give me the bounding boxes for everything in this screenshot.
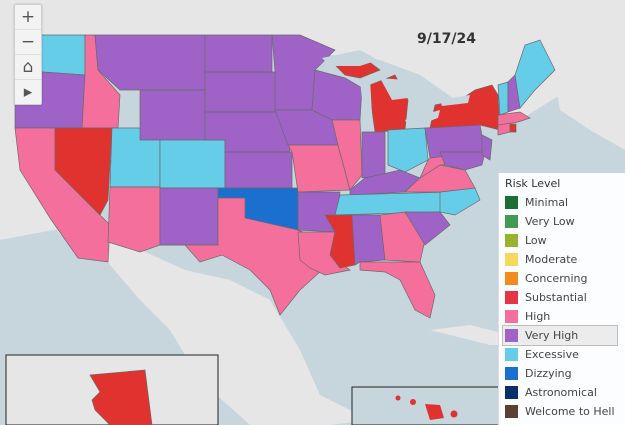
state-wyoming[interactable] [139, 89, 206, 141]
state-wisconsin[interactable] [311, 69, 363, 121]
legend-swatch [505, 291, 518, 304]
legend-swatch [505, 215, 518, 228]
legend-swatch [505, 272, 518, 285]
legend-swatch [505, 253, 518, 266]
legend-item[interactable]: Very High [502, 325, 618, 346]
legend-swatch [505, 329, 518, 342]
legend-label: Concerning [525, 272, 588, 285]
legend-title: Risk Level [505, 177, 561, 190]
lake-michigan [360, 78, 372, 118]
state-missouri[interactable] [287, 144, 351, 193]
lake-ontario [440, 95, 470, 106]
state-kansas[interactable] [224, 151, 293, 189]
legend-swatch [505, 310, 518, 323]
legend-label: Dizzying [525, 367, 572, 380]
west-land [0, 35, 80, 240]
legend-item[interactable]: Welcome to Hell [505, 402, 625, 421]
legend-item[interactable]: Astronomical [505, 383, 625, 402]
legend-swatch [505, 348, 518, 361]
legend-item[interactable]: Excessive [505, 345, 625, 364]
state-alabama[interactable] [351, 214, 386, 266]
legend-swatch [505, 367, 518, 380]
canada-east-land [540, 0, 625, 150]
legend-label: Substantial [525, 291, 587, 304]
legend-label: Minimal [525, 196, 569, 209]
state-indiana[interactable] [361, 131, 386, 179]
state-north-carolina[interactable] [439, 187, 481, 216]
legend-label: Welcome to Hell [525, 405, 615, 418]
state-nevada[interactable] [54, 127, 113, 216]
state-illinois[interactable] [331, 119, 363, 191]
lake-superior [322, 50, 378, 66]
state-montana[interactable] [94, 34, 206, 91]
state-maryland[interactable] [439, 151, 486, 171]
state-washington[interactable] [39, 34, 86, 76]
state-arizona[interactable] [107, 186, 161, 253]
legend-label: Moderate [525, 253, 578, 266]
map-date: 9/17/24 [417, 31, 476, 47]
state-tennessee[interactable] [334, 191, 451, 216]
legend-label: Very Low [525, 215, 575, 228]
legend-swatch [505, 196, 518, 209]
legend-label: High [525, 310, 551, 323]
state-south-carolina[interactable] [404, 211, 451, 246]
expand-toolbar-icon[interactable]: ▸ [23, 81, 33, 102]
legend-item[interactable]: Concerning [505, 269, 625, 288]
state-ohio[interactable] [387, 127, 429, 173]
legend-swatch [505, 234, 518, 247]
state-rhode-island[interactable] [509, 123, 517, 133]
legend-item[interactable]: Low [505, 231, 625, 250]
state-massachusetts[interactable] [497, 111, 531, 126]
lake-erie [405, 110, 440, 128]
hawaii-island-3 [450, 410, 458, 418]
map-controls: + − ⌂ ▸ [14, 4, 42, 105]
legend-item[interactable]: High [505, 307, 625, 326]
legend-label: Excessive [525, 348, 579, 361]
lake-huron [380, 78, 408, 100]
legend-item[interactable]: Moderate [505, 250, 625, 269]
legend-item[interactable]: Very Low [505, 212, 625, 231]
canada-land [0, 0, 625, 120]
state-new-mexico[interactable] [159, 187, 219, 246]
state-alaska[interactable] [89, 369, 153, 425]
legend-swatch [505, 386, 518, 399]
state-north-dakota[interactable] [204, 34, 273, 73]
legend-item[interactable]: Substantial [505, 288, 625, 307]
state-vermont[interactable] [497, 81, 509, 116]
state-maine[interactable] [514, 39, 556, 109]
state-florida[interactable] [359, 261, 436, 319]
legend-label: Low [525, 234, 547, 247]
legend-items: Minimal Very Low Low Moderate Concerning Subs… [502, 193, 625, 421]
legend-label: Astronomical [525, 386, 597, 399]
risk-legend: Risk Level Minimal Very Low Low Moderate Con… [498, 173, 625, 425]
state-colorado[interactable] [159, 139, 226, 189]
mexico-land [80, 225, 370, 425]
zoom-in-button[interactable]: + [15, 5, 41, 30]
hawaii-island-big[interactable] [425, 404, 444, 420]
state-south-dakota[interactable] [204, 71, 276, 113]
home-icon[interactable]: ⌂ [15, 55, 41, 80]
legend-item[interactable]: Minimal [505, 193, 625, 212]
hawaii-island-2 [410, 399, 416, 405]
state-texas[interactable] [160, 197, 323, 316]
zoom-out-button[interactable]: − [15, 30, 41, 55]
state-new-jersey[interactable] [481, 134, 493, 161]
legend-label: Very High [525, 329, 579, 342]
legend-item[interactable]: Dizzying [505, 364, 625, 383]
hawaii-island-1 [395, 395, 401, 401]
legend-swatch [505, 405, 518, 418]
